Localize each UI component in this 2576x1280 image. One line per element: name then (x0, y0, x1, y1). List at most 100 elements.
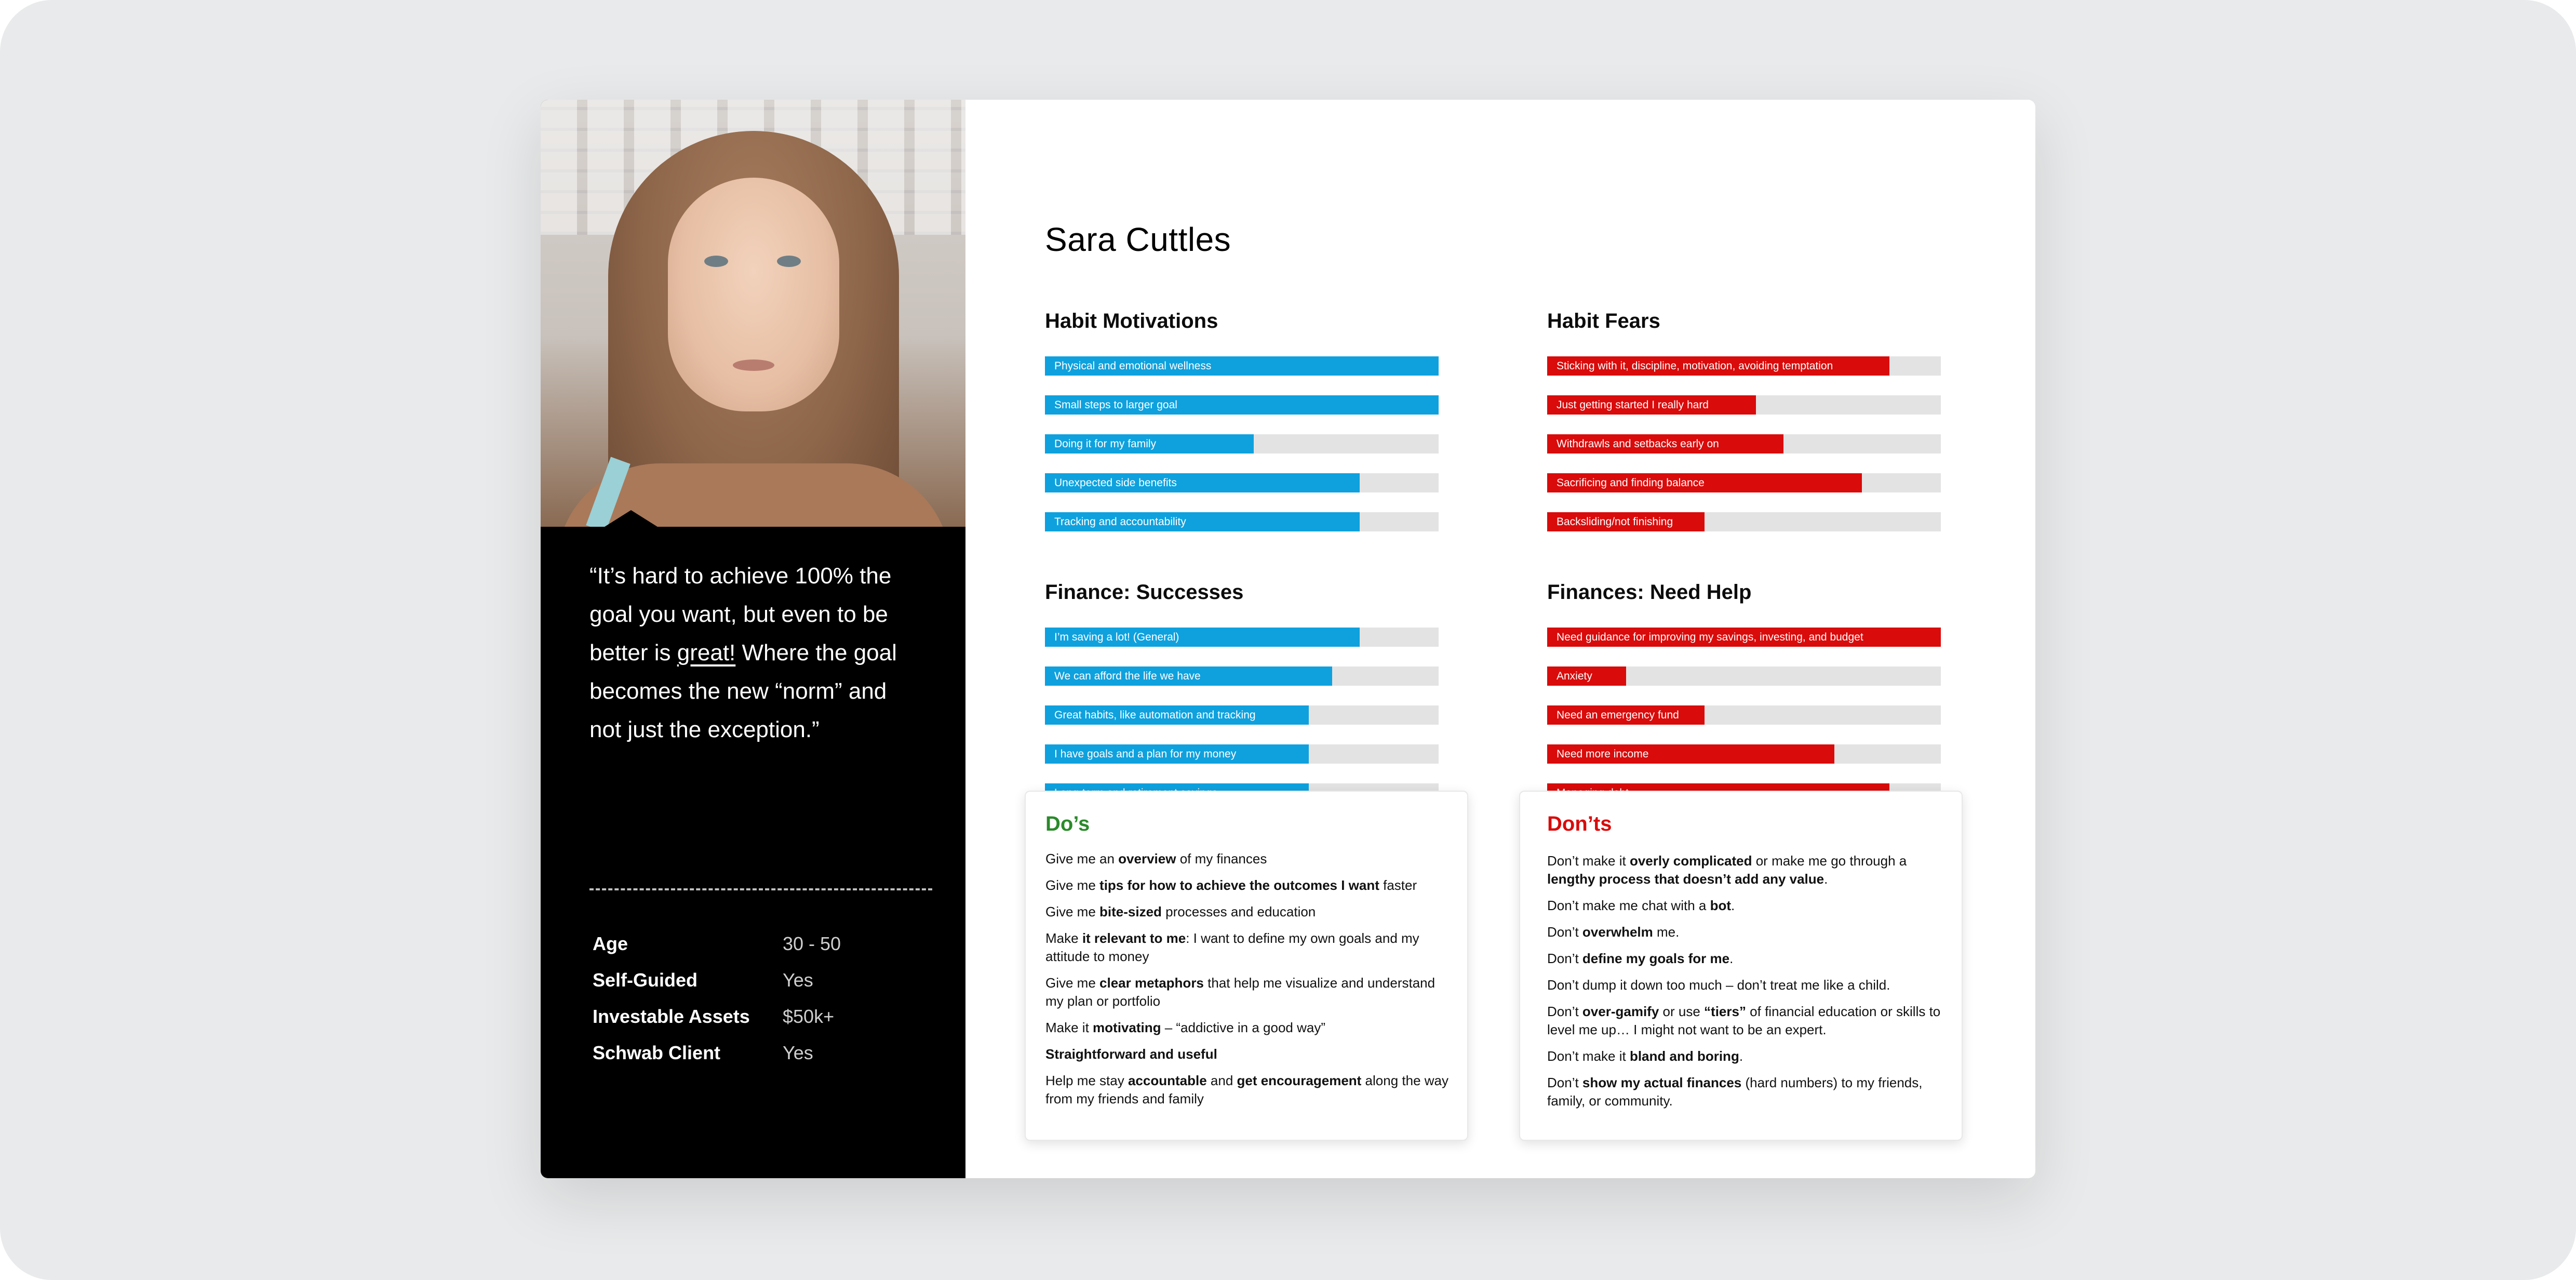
guideline-emphasis: bot (1710, 898, 1731, 913)
persona-name: Sara Cuttles (1045, 221, 1231, 258)
guideline-text: along the way from my friends and family (1045, 1073, 1448, 1106)
fact-value: Yes (783, 969, 813, 991)
bar-fill (1547, 744, 1835, 764)
guideline-emphasis: it relevant to me (1082, 930, 1186, 946)
persona-quote: “It’s hard to achieve 100% the goal you … (589, 557, 922, 749)
persona-card: “It’s hard to achieve 100% the goal you … (541, 100, 2035, 1178)
bar-row: Backsliding/not finishing (1547, 512, 1941, 531)
guideline-emphasis: Straightforward and useful (1045, 1046, 1217, 1062)
bar-row: Need guidance for improving my savings, … (1547, 628, 1941, 647)
guideline-item: Don’t overwhelm me. (1547, 923, 1947, 941)
guideline-emphasis: overly complicated (1629, 853, 1752, 869)
guideline-emphasis: bland and boring (1629, 1048, 1739, 1064)
bar-label: Backsliding/not finishing (1557, 516, 1673, 528)
bar-label: Need guidance for improving my savings, … (1557, 631, 1863, 643)
guideline-text: Don’t (1547, 1075, 1582, 1090)
guideline-text: . (1739, 1048, 1743, 1064)
bar-row: Sacrificing and finding balance (1547, 473, 1941, 492)
bar-fill (1547, 628, 1941, 647)
bar-row: Great habits, like automation and tracki… (1045, 705, 1439, 725)
guideline-text: Give me (1045, 904, 1100, 919)
guideline-text: of my finances (1176, 851, 1267, 866)
guideline-text: that help me visualize and understand my… (1045, 975, 1435, 1009)
guideline-text: Give me an (1045, 851, 1119, 866)
guideline-text: Don’t make it (1547, 853, 1630, 869)
fact-row-investable-assets: Investable Assets $50k+ (593, 998, 883, 1035)
bar-row: Need more income (1547, 744, 1941, 764)
guideline-item: Don’t make me chat with a bot. (1547, 897, 1947, 915)
dos-title: Do’s (1045, 812, 1090, 835)
habit-motivations-bars: Physical and emotional wellness Small ste… (1045, 356, 1439, 551)
persona-facts: Age 30 - 50 Self-Guided Yes Investable A… (593, 926, 883, 1071)
bar-fill (1547, 356, 1890, 376)
bar-fill (1547, 666, 1626, 686)
fact-row-age: Age 30 - 50 (593, 926, 883, 962)
guideline-emphasis: over-gamify (1582, 1004, 1659, 1019)
bar-label: Doing it for my family (1054, 438, 1157, 450)
guideline-emphasis: “tiers” (1704, 1004, 1746, 1019)
donts-title: Don’ts (1547, 812, 1612, 835)
bar-label: Just getting started I really hard (1557, 399, 1709, 411)
bar-label: Tracking and accountability (1054, 516, 1186, 528)
guideline-text: Make it (1045, 1020, 1093, 1035)
guideline-emphasis: show my actual finances (1582, 1075, 1742, 1090)
guideline-item: Don’t make it bland and boring. (1547, 1047, 1947, 1065)
bar-fill (1045, 628, 1360, 647)
guideline-item: Make it relevant to me: I want to define… (1045, 929, 1456, 966)
bar-label: Great habits, like automation and tracki… (1054, 709, 1256, 721)
bar-row: Anxiety (1547, 666, 1941, 686)
guideline-emphasis: define my goals for me (1582, 951, 1730, 966)
guideline-emphasis: get encouragement (1237, 1073, 1362, 1088)
bar-label: Sacrificing and finding balance (1557, 477, 1705, 489)
quote-text: “It’s hard to achieve 100% the goal you … (589, 563, 892, 665)
guideline-text: faster (1379, 877, 1417, 893)
bar-fill (1045, 744, 1309, 764)
guideline-item: Don’t dump it down too much – don’t trea… (1547, 976, 1947, 994)
guideline-text: . (1729, 951, 1734, 966)
bar-fill (1045, 434, 1254, 454)
fact-row-schwab-client: Schwab Client Yes (593, 1035, 883, 1071)
guideline-text: . (1824, 871, 1828, 887)
guideline-text: Don’t (1547, 951, 1582, 966)
bar-fill (1045, 705, 1309, 725)
guideline-text: (hard numbers) to my friends, family, or… (1547, 1075, 1923, 1109)
guideline-text: : I want to define my own goals and my a… (1045, 930, 1419, 964)
guideline-text: processes and education (1161, 904, 1316, 919)
habit-fears-title: Habit Fears (1547, 310, 1660, 332)
fact-value: $50k+ (783, 1006, 835, 1027)
fact-label: Age (593, 933, 628, 954)
guideline-text: Help me stay (1045, 1073, 1128, 1088)
guideline-text: Give me (1045, 877, 1100, 893)
fact-label: Schwab Client (593, 1042, 721, 1063)
guideline-text: or use (1659, 1004, 1705, 1019)
quote-emphasis: great! (677, 640, 736, 665)
bar-label: Small steps to larger goal (1054, 399, 1177, 411)
habit-fears-bars: Sticking with it, discipline, motivation… (1547, 356, 1941, 551)
bar-fill (1547, 512, 1705, 531)
bar-fill (1547, 395, 1756, 415)
guideline-item: Don’t over-gamify or use “tiers” of fina… (1547, 1003, 1947, 1039)
guideline-item: Help me stay accountable and get encoura… (1045, 1072, 1456, 1108)
bar-fill (1045, 473, 1360, 492)
fact-label: Self-Guided (593, 969, 698, 991)
bar-row: Small steps to larger goal (1045, 395, 1439, 415)
guideline-item: Give me tips for how to achieve the outc… (1045, 876, 1456, 895)
guideline-item: Make it motivating – “addictive in a goo… (1045, 1019, 1456, 1037)
guideline-text: . (1731, 898, 1735, 913)
fact-value: Yes (783, 1042, 813, 1063)
dos-panel: Do’s Give me an overview of my finances G… (1025, 791, 1468, 1141)
persona-sidebar: “It’s hard to achieve 100% the goal you … (541, 100, 965, 1178)
fact-value: 30 - 50 (783, 933, 841, 954)
bar-fill (1045, 356, 1439, 376)
guideline-item: Don’t show my actual finances (hard numb… (1547, 1074, 1947, 1110)
guideline-emphasis: tips for how to achieve the outcomes I w… (1099, 877, 1379, 893)
bar-row: Withdrawls and setbacks early on (1547, 434, 1941, 454)
persona-photo (541, 100, 965, 527)
guideline-text: of financial education or skills to leve… (1547, 1004, 1941, 1037)
guideline-text: Don’t dump it down too much – don’t trea… (1547, 977, 1890, 993)
bar-row: Tracking and accountability (1045, 512, 1439, 531)
bar-label: Need an emergency fund (1557, 709, 1679, 721)
finance-successes-title: Finance: Successes (1045, 581, 1244, 604)
bar-row: I’m saving a lot! (General) (1045, 628, 1439, 647)
